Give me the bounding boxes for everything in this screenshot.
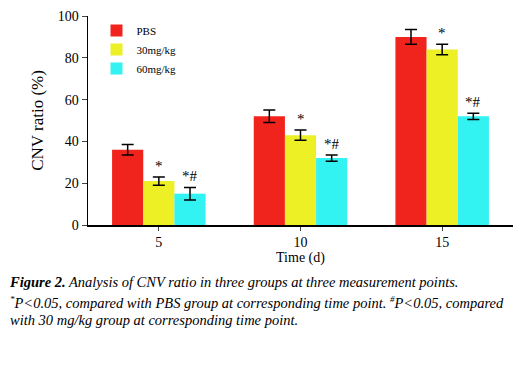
svg-text:20: 20 <box>65 176 79 191</box>
svg-text:40: 40 <box>65 134 79 149</box>
svg-text:80: 80 <box>65 51 79 66</box>
svg-text:5: 5 <box>155 235 162 250</box>
svg-text:*: * <box>438 25 446 41</box>
svg-text:30mg/kg: 30mg/kg <box>137 44 177 56</box>
svg-text:10: 10 <box>294 235 308 250</box>
svg-text:*#: *# <box>182 168 198 184</box>
svg-text:15: 15 <box>435 235 449 250</box>
svg-text:*: * <box>155 158 163 174</box>
svg-text:60: 60 <box>65 93 79 108</box>
html-text:*P<0.05, compared with PBS gro: *P<0.05, compared with PBS group at corr… <box>10 294 504 328</box>
svg-text:PBS: PBS <box>137 25 157 37</box>
html-text:Figure 2. Analysis of CNV rati: Figure 2. Analysis of CNV ratio in three… <box>10 274 459 290</box>
svg-text:*: * <box>297 111 305 127</box>
svg-text:CNV ratio (%): CNV ratio (%) <box>28 70 47 171</box>
svg-text:*#: *# <box>324 136 340 152</box>
svg-text:100: 100 <box>58 9 79 24</box>
svg-text:0: 0 <box>72 218 79 233</box>
svg-text:Time (d): Time (d) <box>276 250 325 266</box>
svg-text:*#: *# <box>465 94 481 110</box>
svg-text:60mg/kg: 60mg/kg <box>137 63 177 75</box>
